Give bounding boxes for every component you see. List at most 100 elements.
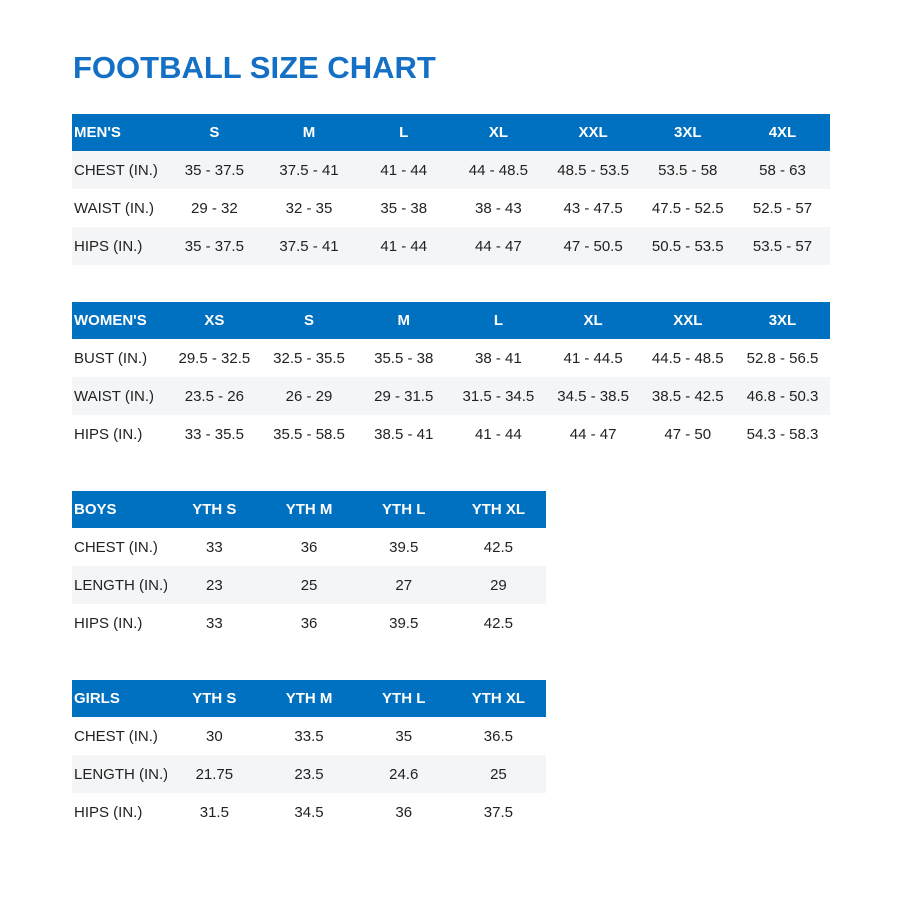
- size-column-header: 3XL: [735, 302, 830, 339]
- measurement-cell: 29.5 - 32.5: [178, 349, 251, 367]
- measurement-cell: 41 - 44: [356, 151, 452, 189]
- table-row: LENGTH (IN.) 21.75 23.5 24.6 25: [72, 755, 546, 793]
- table-row: HIPS (IN.) 31.5 34.5 36 37.5: [72, 793, 546, 831]
- measurement-cell: 37.5 - 41: [261, 151, 357, 189]
- measurement-cell: 26 - 29: [261, 377, 357, 415]
- size-column-header: XL: [545, 302, 641, 339]
- measurement-cell: 35 - 37.5: [167, 151, 262, 189]
- measurement-cell: 52.5 - 57: [752, 199, 813, 217]
- measurement-cell: 31.5: [199, 803, 229, 821]
- size-column-header: YTH S: [167, 491, 262, 528]
- measurement-cell: 42.5: [483, 614, 513, 632]
- table-row: WAIST (IN.) 23.5 - 26 26 - 29 29 - 31.5 31.5…: [72, 377, 830, 415]
- measurement-cell: 34.5: [294, 803, 324, 821]
- size-column-header: YTH M: [261, 491, 357, 528]
- measurement-cell: 43 - 47.5: [563, 199, 623, 217]
- measurement-cell: 47.5 - 52.5: [651, 199, 724, 217]
- size-column-header: S: [167, 114, 262, 151]
- measurement-cell: 25: [451, 755, 546, 793]
- table-row: WAIST (IN.) 29 - 32 32 - 35 35 - 38 38 - 43 4…: [72, 189, 830, 227]
- size-column-header: YTH XL: [451, 491, 546, 528]
- table-header-row: GIRLS YTH S YTH M YTH L YTH XL: [72, 680, 546, 717]
- measurement-cell: 38.5 - 42.5: [640, 377, 736, 415]
- measurement-label: CHEST (IN.): [72, 151, 167, 189]
- size-column-header: YTH L: [356, 491, 452, 528]
- measurement-cell: 34.5 - 38.5: [545, 377, 641, 415]
- measurement-cell: 41 - 44: [475, 425, 522, 443]
- category-header: GIRLS: [72, 680, 167, 717]
- category-header: WOMEN'S: [72, 302, 167, 339]
- measurement-cell: 52.8 - 56.5: [746, 349, 819, 367]
- measurement-cell: 31.5 - 34.5: [451, 377, 546, 415]
- measurement-cell: 42.5: [483, 538, 513, 556]
- measurement-cell: 23.5: [261, 755, 357, 793]
- table-row: CHEST (IN.) 30 33.5 35 36.5: [72, 717, 546, 755]
- measurement-cell: 35: [395, 727, 413, 745]
- measurement-cell: 36.5: [483, 727, 513, 745]
- measurement-cell: 39.5: [389, 538, 419, 556]
- measurement-cell: 38.5 - 41: [374, 425, 434, 443]
- measurement-cell: 35 - 38: [380, 199, 428, 217]
- table-row: CHEST (IN.) 35 - 37.5 37.5 - 41 41 - 44 44 -…: [72, 151, 830, 189]
- table-row: HIPS (IN.) 35 - 37.5 37.5 - 41 41 - 44 44 - …: [72, 227, 830, 265]
- size-column-header: S: [261, 302, 357, 339]
- measurement-label: BUST (IN.): [74, 349, 148, 367]
- measurement-label: HIPS (IN.): [74, 803, 143, 821]
- page-title: FOOTBALL SIZE CHART: [73, 50, 436, 85]
- table-row: BUST (IN.) 29.5 - 32.5 32.5 - 35.5 35.5 - 3…: [72, 339, 830, 377]
- measurement-cell: 36: [300, 614, 318, 632]
- size-column-header: M: [261, 114, 357, 151]
- measurement-label: HIPS (IN.): [72, 227, 167, 265]
- measurement-cell: 58 - 63: [735, 151, 830, 189]
- measurement-label: HIPS (IN.): [74, 425, 143, 443]
- measurement-cell: 29 - 32: [190, 199, 238, 217]
- measurement-cell: 35.5 - 58.5: [273, 425, 345, 443]
- measurement-cell: 54.3 - 58.3: [746, 425, 819, 443]
- size-column-header: XXL: [640, 302, 736, 339]
- measurement-cell: 44 - 47: [451, 227, 546, 265]
- measurement-label: WAIST (IN.): [72, 377, 167, 415]
- measurement-cell: 41 - 44.5: [563, 349, 623, 367]
- measurement-cell: 37.5 - 41: [261, 227, 357, 265]
- measurement-cell: 32.5 - 35.5: [273, 349, 345, 367]
- measurement-cell: 50.5 - 53.5: [640, 227, 736, 265]
- size-column-header: 4XL: [735, 114, 830, 151]
- size-column-header: XS: [167, 302, 262, 339]
- measurement-cell: 27: [356, 566, 452, 604]
- category-header: BOYS: [72, 491, 167, 528]
- measurement-cell: 44 - 48.5: [451, 151, 546, 189]
- size-column-header: L: [451, 302, 546, 339]
- measurement-cell: 33 - 35.5: [184, 425, 244, 443]
- measurement-cell: 23: [167, 566, 262, 604]
- size-column-header: 3XL: [640, 114, 736, 151]
- measurement-cell: 39.5: [389, 614, 419, 632]
- measurement-cell: 23.5 - 26: [167, 377, 262, 415]
- size-column-header: YTH XL: [451, 680, 546, 717]
- measurement-cell: 25: [261, 566, 357, 604]
- size-column-header: XL: [451, 114, 546, 151]
- measurement-cell: 33: [206, 538, 223, 556]
- measurement-cell: 33: [206, 614, 223, 632]
- measurement-label: CHEST (IN.): [74, 538, 158, 556]
- measurement-label: CHEST (IN.): [74, 727, 158, 745]
- measurement-cell: 47 - 50: [664, 425, 712, 443]
- womens-size-table: WOMEN'S XS S M L XL XXL 3XL BUST (IN.) 29.5 - 32.…: [72, 302, 830, 453]
- measurement-cell: 29 - 31.5: [356, 377, 452, 415]
- size-column-header: XXL: [545, 114, 641, 151]
- measurement-cell: 47 - 50.5: [545, 227, 641, 265]
- measurement-cell: 53.5 - 58: [640, 151, 736, 189]
- measurement-label: HIPS (IN.): [74, 614, 143, 632]
- table-row: HIPS (IN.) 33 - 35.5 35.5 - 58.5 38.5 - 41 4…: [72, 415, 830, 453]
- measurement-cell: 35.5 - 38: [374, 349, 434, 367]
- measurement-label: LENGTH (IN.): [72, 566, 167, 604]
- measurement-cell: 38 - 41: [475, 349, 522, 367]
- measurement-cell: 38 - 43: [475, 199, 522, 217]
- category-header: MEN'S: [72, 114, 167, 151]
- size-column-header: YTH L: [356, 680, 452, 717]
- measurement-label: LENGTH (IN.): [72, 755, 167, 793]
- measurement-cell: 36: [395, 803, 413, 821]
- table-row: CHEST (IN.) 33 36 39.5 42.5: [72, 528, 546, 566]
- measurement-cell: 32 - 35: [285, 199, 333, 217]
- table-header-row: WOMEN'S XS S M L XL XXL 3XL: [72, 302, 830, 339]
- measurement-cell: 35 - 37.5: [167, 227, 262, 265]
